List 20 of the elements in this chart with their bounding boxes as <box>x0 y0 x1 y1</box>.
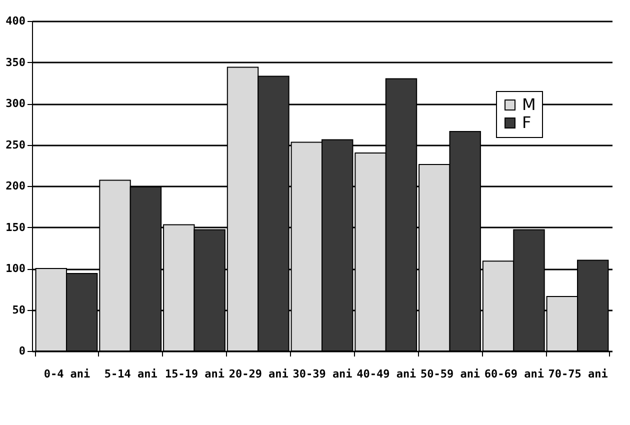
x-tick-label: 30-39 ani <box>292 368 353 380</box>
y-tick-label: 350 <box>6 56 26 69</box>
x-tick-label: 15-19 ani <box>164 368 225 380</box>
y-tick-label: 0 <box>18 344 26 358</box>
x-tick-label: 40-49 ani <box>356 368 417 380</box>
x-tick-label: 20-29 ani <box>228 368 289 380</box>
y-tick-label: 150 <box>6 220 26 234</box>
y-tick-label: 50 <box>12 303 26 316</box>
y-tick-label: 200 <box>6 180 26 192</box>
x-tick-label: 5-14 ani <box>104 368 158 380</box>
x-tick-label: 70-75 ani <box>548 368 608 380</box>
y-tick-label: 300 <box>6 97 26 110</box>
y-tick-label: 250 <box>6 138 26 152</box>
y-tick-label: 100 <box>6 262 26 275</box>
x-tick-label: 0-4 ani <box>44 368 91 380</box>
x-tick-label: 50-59 ani <box>420 368 480 380</box>
legend-label: M <box>522 95 536 114</box>
x-tick-label: 60-69 ani <box>484 368 544 380</box>
y-tick-label: 400 <box>6 14 26 28</box>
legend-label: F <box>522 113 532 132</box>
